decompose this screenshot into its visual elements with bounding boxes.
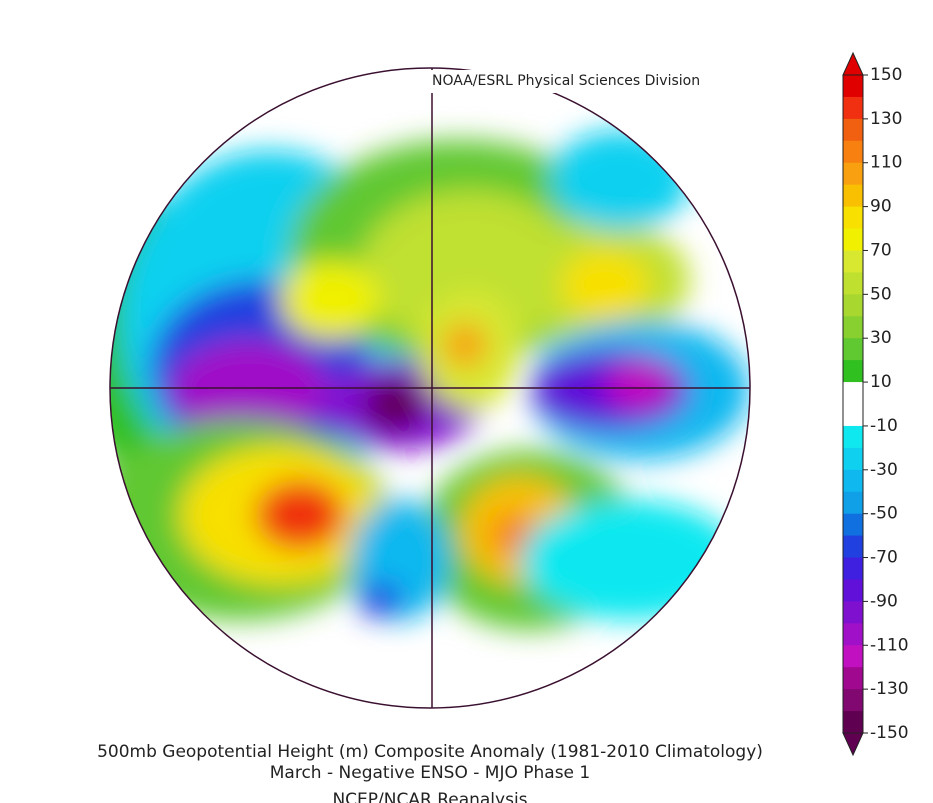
arrow-top xyxy=(842,51,864,76)
color-band xyxy=(843,469,863,493)
map xyxy=(110,68,750,708)
color-band xyxy=(843,118,863,142)
tick-label: 90 xyxy=(870,197,892,217)
color-band xyxy=(843,535,863,559)
color-band xyxy=(843,711,863,734)
arrow-bottom xyxy=(842,732,864,757)
tick-label: -110 xyxy=(870,635,909,655)
subtitle: March - Negative ENSO - MJO Phase 1 xyxy=(270,763,590,783)
color-band xyxy=(843,228,863,251)
tick-label: 70 xyxy=(870,240,892,260)
color-band xyxy=(843,689,863,712)
color-band xyxy=(843,404,863,427)
color-band xyxy=(843,96,863,120)
tick-label: -150 xyxy=(870,723,909,743)
tick-label: -70 xyxy=(870,548,898,568)
color-band xyxy=(843,491,863,515)
source-label: NOAA/ESRL Physical Sciences Division xyxy=(432,73,700,89)
tick-label: 110 xyxy=(870,153,902,173)
color-band xyxy=(843,557,863,580)
color-band xyxy=(843,294,863,317)
label-bg xyxy=(408,70,748,93)
colorbar: 150 130 110 90 70 50 30 10 -10 -30 -50 -70 -90 -110 -1… xyxy=(842,51,909,757)
color-band xyxy=(843,338,863,361)
color-band xyxy=(843,645,863,668)
color-band xyxy=(843,272,863,295)
tick-label: -10 xyxy=(870,416,898,436)
tick-label: -30 xyxy=(870,460,898,480)
tick-label: 150 xyxy=(870,65,902,85)
color-band xyxy=(843,601,863,624)
color-band xyxy=(843,140,863,164)
tick-label: -130 xyxy=(870,679,909,699)
tick-label: -50 xyxy=(870,504,898,524)
map-border xyxy=(109,67,751,709)
colorbar-frame xyxy=(842,74,864,734)
color-band xyxy=(843,425,863,449)
color-band xyxy=(843,579,863,602)
color-band xyxy=(843,382,863,405)
tick-label: 30 xyxy=(870,328,892,348)
title: 500mb Geopotential Height (m) Composite … xyxy=(97,742,763,762)
tick-label: 130 xyxy=(870,109,902,129)
dataset: NCEP/NCAR Reanalysis xyxy=(332,790,527,803)
color-band xyxy=(843,206,863,230)
color-band xyxy=(843,250,863,273)
color-band xyxy=(843,316,863,339)
color-band xyxy=(843,360,863,383)
color-band xyxy=(843,623,863,646)
color-band xyxy=(843,667,863,690)
color-band xyxy=(843,162,863,186)
color-band xyxy=(843,184,863,208)
tick-label: 50 xyxy=(870,284,892,304)
color-band xyxy=(843,513,863,537)
color-band xyxy=(843,75,863,98)
tick-label: -90 xyxy=(870,591,898,611)
color-band xyxy=(843,447,863,471)
tick-label: 10 xyxy=(870,372,892,392)
